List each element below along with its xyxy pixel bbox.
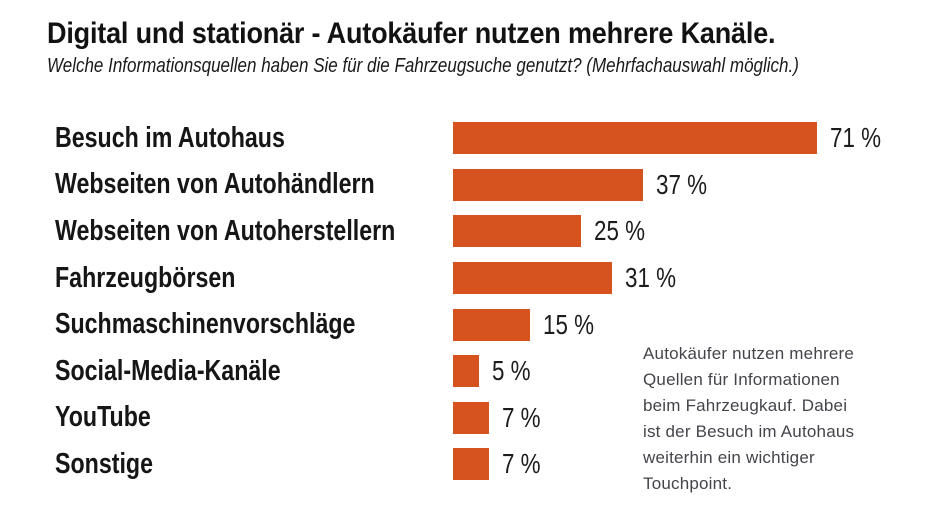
bar — [453, 448, 489, 481]
category-label: Webseiten von Autohändlern — [55, 168, 453, 201]
chart-row: YouTube 7 % — [55, 395, 925, 442]
value-label: 7 % — [502, 448, 550, 480]
annotation-text: Autokäufer nutzen mehrere Quellen für In… — [643, 344, 855, 493]
category-label: Sonstige — [55, 448, 453, 481]
bar — [453, 122, 817, 155]
chart-title: Digital und stationär - Autokäufer nutze… — [47, 17, 856, 51]
value-label-text: 7 % — [502, 448, 541, 480]
value-label: 31 % — [625, 262, 689, 294]
bar — [453, 168, 643, 201]
value-label-text: 37 % — [656, 168, 708, 200]
category-label-text: Fahrzeugbörsen — [55, 261, 236, 294]
value-label-text: 31 % — [625, 262, 677, 294]
bar — [453, 262, 612, 295]
value-label: 25 % — [594, 215, 658, 247]
value-label: 7 % — [502, 402, 550, 434]
category-label: Social-Media-Kanäle — [55, 355, 453, 388]
category-label: Besuch im Autohaus — [55, 122, 453, 155]
chart-subtitle: Welche Informationsquellen haben Sie für… — [47, 55, 932, 78]
category-label-text: Social-Media-Kanäle — [55, 354, 281, 387]
chart-row: Sonstige 7 % — [55, 441, 925, 488]
bar — [453, 215, 581, 248]
chart-row: Fahrzeugbörsen 31 % — [55, 255, 925, 302]
value-label-text: 25 % — [594, 215, 646, 247]
chart-row: Suchmaschinenvorschläge 15 % — [55, 301, 925, 348]
category-label-text: Webseiten von Autoherstellern — [55, 214, 396, 247]
category-label: YouTube — [55, 401, 453, 434]
bar-chart: Besuch im Autohaus 71 % Webseiten von Auto… — [55, 115, 925, 488]
value-label-text: 15 % — [543, 308, 595, 340]
category-label-text: YouTube — [55, 401, 151, 434]
category-label: Webseiten von Autoherstellern — [55, 215, 453, 248]
chart-title-text: Digital und stationär - Autokäufer nutze… — [47, 17, 776, 50]
bar — [453, 355, 479, 388]
category-label: Fahrzeugbörsen — [55, 262, 453, 295]
value-label: 37 % — [656, 169, 720, 201]
value-label: 15 % — [543, 309, 607, 341]
chart-row: Webseiten von Autohändlern 37 % — [55, 162, 925, 209]
chart-row: Social-Media-Kanäle 5 % — [55, 348, 925, 395]
chart-subtitle-text: Welche Informationsquellen haben Sie für… — [47, 55, 799, 77]
value-label-text: 71 % — [830, 122, 882, 154]
category-label: Suchmaschinenvorschläge — [55, 308, 453, 341]
category-label-text: Webseiten von Autohändlern — [55, 168, 375, 201]
value-label: 71 % — [830, 122, 894, 154]
category-label-text: Besuch im Autohaus — [55, 121, 285, 154]
chart-row: Besuch im Autohaus 71 % — [55, 115, 925, 162]
category-label-text: Sonstige — [55, 447, 153, 480]
chart-row: Webseiten von Autoherstellern 25 % — [55, 208, 925, 255]
value-label: 5 % — [492, 355, 540, 387]
value-label-text: 7 % — [502, 401, 541, 433]
category-label-text: Suchmaschinenvorschläge — [55, 308, 356, 341]
value-label-text: 5 % — [492, 355, 531, 387]
bar — [453, 308, 530, 341]
bar — [453, 401, 489, 434]
